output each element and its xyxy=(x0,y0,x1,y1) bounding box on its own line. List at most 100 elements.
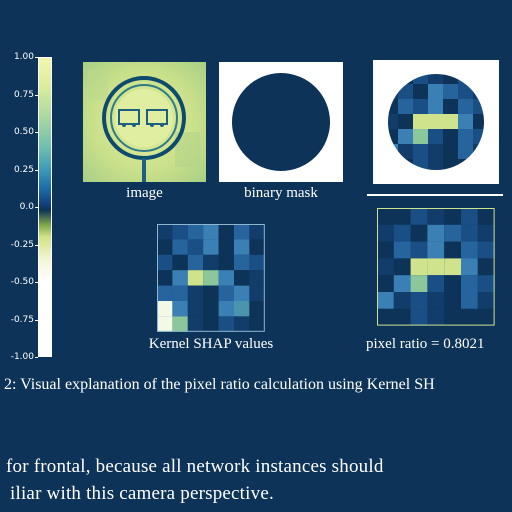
heatmap-cell xyxy=(377,292,394,309)
heatmap-cell xyxy=(393,208,411,225)
pixel-ratio-caption: pixel ratio = 0.8021 xyxy=(366,336,485,352)
body-text-line-2: iliar with this camera perspective. xyxy=(10,483,274,504)
heatmap-cell xyxy=(413,99,428,114)
heatmap-cell xyxy=(393,258,411,276)
heatmap-cell xyxy=(157,239,173,255)
kernel-shap-caption: Kernel SHAP values xyxy=(148,336,274,352)
heatmap-cell xyxy=(461,241,478,259)
heatmap-cell xyxy=(428,129,443,144)
heatmap-cell xyxy=(249,224,265,240)
heatmap-cell xyxy=(398,144,413,159)
heatmap-cell xyxy=(393,241,411,259)
heatmap-cell xyxy=(413,144,428,159)
heatmap-cell xyxy=(413,114,428,129)
colorbar xyxy=(38,57,52,357)
colorbar-tick-mark xyxy=(35,244,38,246)
heatmap-cell xyxy=(410,208,428,225)
heatmap-cell xyxy=(428,144,443,159)
heatmap-cell xyxy=(428,74,443,84)
heatmap-cell xyxy=(444,241,461,259)
heatmap-cell xyxy=(157,254,173,271)
heatmap-cell xyxy=(187,239,204,255)
heatmap-cell xyxy=(393,224,411,242)
heatmap-cell xyxy=(218,239,234,255)
heatmap-cell xyxy=(377,208,394,225)
heatmap-cell xyxy=(410,224,428,242)
heatmap-cell xyxy=(398,114,413,129)
heatmap-cell xyxy=(444,208,461,225)
heatmap-cell xyxy=(218,224,234,240)
heatmap-cell xyxy=(410,292,428,309)
colorbar-tick-label: 0.50 xyxy=(13,127,34,137)
colorbar-tick-mark xyxy=(35,357,38,358)
heatmap-cell xyxy=(477,308,495,326)
heatmap-cell xyxy=(172,285,188,301)
heatmap-cell xyxy=(427,258,445,276)
heatmap-cell xyxy=(234,316,250,332)
heatmap-cell xyxy=(427,241,445,259)
colorbar-tick-mark xyxy=(35,57,38,58)
heatmap-cell xyxy=(203,316,219,332)
heatmap-cell xyxy=(398,129,413,144)
heatmap-cell xyxy=(477,241,495,259)
heatmap-cell xyxy=(187,285,204,301)
heatmap-cell xyxy=(172,270,188,286)
colorbar-tick-label: -0.25 xyxy=(10,239,34,250)
heatmap-cell xyxy=(428,84,443,99)
heatmap-cell xyxy=(461,275,478,292)
heatmap-cell xyxy=(203,254,219,271)
heatmap-cell xyxy=(218,301,234,317)
heatmap-cell xyxy=(203,224,219,240)
heatmap-cell xyxy=(249,270,265,286)
heatmap-cell xyxy=(413,129,428,144)
heatmap-cell xyxy=(377,241,394,259)
heatmap-cell xyxy=(477,292,495,309)
heatmap-cell xyxy=(218,270,234,286)
image-panel xyxy=(83,62,206,182)
heatmap-cell xyxy=(427,308,445,326)
colorbar-tick-label: 0.75 xyxy=(13,89,34,100)
heatmap-cell xyxy=(187,224,204,240)
heatmap-cell xyxy=(444,224,461,242)
heatmap-cell xyxy=(388,129,398,144)
heatmap-cell xyxy=(458,114,473,129)
heatmap-cell xyxy=(444,308,461,326)
heatmap-cell xyxy=(157,285,173,301)
heatmap-cell xyxy=(413,84,428,99)
heatmap-cell xyxy=(388,99,398,114)
heatmap-cell xyxy=(473,129,484,144)
heatmap-cell xyxy=(393,308,411,326)
pixel-ratio-panel xyxy=(377,208,495,326)
heatmap-cell xyxy=(203,301,219,317)
heatmap-cell xyxy=(203,239,219,255)
colorbar-tick-label: 1.00 xyxy=(13,52,34,62)
heatmap-cell xyxy=(234,270,250,286)
colorbar-tick-mark xyxy=(35,207,38,208)
colorbar-tick-mark xyxy=(35,169,38,171)
heatmap-cell xyxy=(172,224,188,240)
heatmap-cell xyxy=(377,275,394,292)
heatmap-cell xyxy=(477,208,495,225)
heatmap-cell xyxy=(377,308,394,326)
heatmap-cell xyxy=(157,270,173,286)
heatmap-cell xyxy=(157,224,173,240)
heatmap-cell xyxy=(443,74,458,84)
heatmap-cell xyxy=(172,254,188,271)
heatmap-cell xyxy=(234,285,250,301)
heatmap-cell xyxy=(410,241,428,259)
heatmap-cell xyxy=(218,254,234,271)
body-text-line-1: for frontal, because all network instanc… xyxy=(6,456,384,477)
heatmap-cell xyxy=(458,84,473,99)
heatmap-cell xyxy=(461,292,478,309)
colorbar-tick-label: 0.0 xyxy=(19,202,34,212)
heatmap-cell xyxy=(413,159,428,170)
heatmap-cell xyxy=(427,224,445,242)
binary-mask-panel xyxy=(219,62,343,182)
heatmap-cell xyxy=(443,144,458,159)
heatmap-cell xyxy=(461,308,478,326)
heatmap-cell xyxy=(428,114,443,129)
heatmap-cell xyxy=(393,292,411,309)
heatmap-cell xyxy=(249,254,265,271)
heatmap-border xyxy=(377,208,495,326)
heatmap-cell xyxy=(443,129,458,144)
